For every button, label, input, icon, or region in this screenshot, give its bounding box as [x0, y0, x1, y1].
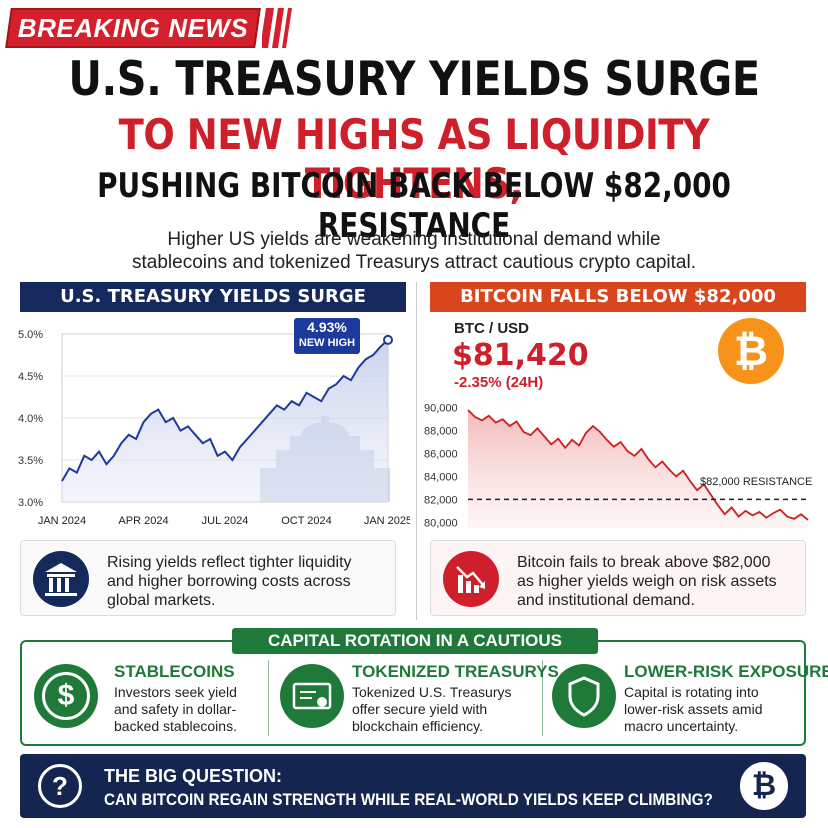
btc-change: -2.35% (24H): [454, 374, 544, 391]
tokenized-title: TOKENIZED TREASURYS: [352, 662, 559, 681]
lower-risk-text-3: macro uncertainty.: [624, 718, 739, 734]
x-tick-label: APR 2024: [118, 515, 168, 527]
callout-label: NEW HIGH: [298, 337, 356, 349]
x-tick-label: JAN 2025: [364, 515, 410, 527]
bitcoin-panel-title: BITCOIN FALLS BELOW $82,000: [430, 282, 806, 312]
bitcoin-info-line-3: and institutional demand.: [517, 592, 695, 609]
new-high-callout: 4.93% NEW HIGH: [294, 318, 360, 354]
subtitle-line-2: stablecoins and tokenized Treasurys attr…: [132, 252, 696, 273]
yield-high-point: [383, 334, 393, 345]
pair-label: BTC / USD: [454, 320, 529, 337]
badge-stripes: [262, 8, 292, 48]
breaking-news-badge: BREAKING NEWS: [5, 8, 261, 48]
y-tick-label: 5.0%: [18, 329, 43, 341]
rotation-separator: [268, 660, 269, 736]
big-question-banner: ? THE BIG QUESTION: CAN BITCOIN REGAIN S…: [20, 754, 806, 818]
tokenized-text-1: Tokenized U.S. Treasurys: [352, 684, 512, 700]
subtitle-line-1: Higher US yields are weakening instituti…: [167, 229, 661, 250]
yields-info-line-1: Rising yields reflect tighter liquidity: [107, 554, 352, 571]
btc-line: [467, 409, 809, 521]
y-tick-label: 3.5%: [18, 455, 43, 467]
btc-y-tick-label: 86,000: [424, 449, 458, 461]
headline-line-3: PUSHING BITCOIN BACK BELOW $82,000 RESIS…: [97, 166, 731, 246]
x-tick-label: OCT 2024: [281, 515, 332, 527]
stablecoins-icon-dollar-icon: $: [34, 664, 98, 728]
btc-chart: 90,000 88,000 86,000 84,000 82,000 80,000: [424, 403, 809, 529]
btc-y-tick-label: 84,000: [424, 471, 458, 483]
lower-risk-text-1: Capital is rotating into: [624, 684, 759, 700]
callout-value: 4.93%: [307, 319, 347, 335]
bitcoin-info-line-1: Bitcoin fails to break above $82,000: [517, 554, 771, 571]
rotation-separator: [542, 660, 543, 736]
chart-down-icon: [443, 551, 499, 607]
lower-risk-shield-icon: [552, 664, 616, 728]
bitcoin-info-line-2: as higher yields weigh on risk assets: [517, 573, 777, 590]
big-question-title: THE BIG QUESTION:: [104, 766, 283, 786]
btc-y-tick-label: 88,000: [424, 426, 458, 438]
lower-risk-title: LOWER-RISK EXPOSURE: [624, 662, 828, 681]
resistance-label: $82,000 RESISTANCE: [700, 476, 813, 488]
lower-risk-text-2: lower-risk assets amid: [624, 701, 763, 717]
yields-panel-title: U.S. TREASURY YIELDS SURGE: [20, 282, 406, 312]
headline-line-2: TO NEW HIGHS AS LIQUIDITY TIGHTENS,: [118, 110, 710, 208]
y-tick-label: 4.5%: [18, 371, 43, 383]
bank-icon: [33, 551, 89, 607]
yields-info-line-3: global markets.: [107, 592, 216, 609]
yield-area: [62, 339, 388, 502]
y-tick-label: 3.0%: [18, 497, 43, 509]
tokenized-text-3: blockchain efficiency.: [352, 718, 483, 734]
bitcoin-coin-icon: ₿: [740, 762, 788, 810]
capital-rotation-title: CAPITAL ROTATION IN A CAUTIOUS MARKET: [232, 628, 598, 676]
tokenized-text-2: offer secure yield with: [352, 701, 488, 717]
breaking-news-label: BREAKING NEWS: [17, 13, 249, 43]
x-tick-label: JUL 2024: [202, 515, 249, 527]
bitcoin-logo-icon: ₿: [718, 318, 784, 384]
stablecoins-text-3: backed stablecoins.: [114, 718, 237, 734]
question-icon: ?: [38, 764, 82, 808]
yield-line: [61, 339, 389, 482]
yields-info-line-2: and higher borrowing costs across: [107, 573, 351, 590]
stablecoins-text-1: Investors seek yield: [114, 684, 237, 700]
headline-line-1: U.S. TREASURY YIELDS SURGE: [68, 52, 760, 107]
x-tick-label: JAN 2024: [38, 515, 86, 527]
btc-y-tick-label: 80,000: [424, 517, 458, 529]
yields-info-box: Rising yields reflect tighter liquidity …: [20, 540, 396, 616]
big-question-text: CAN BITCOIN REGAIN STRENGTH WHILE REAL-W…: [104, 790, 713, 809]
yield-chart: 5.0% 4.5% 4.0% 3.5% 3.0% JAN 2024 APR 2024 JUL…: [18, 329, 410, 527]
btc-y-tick-label: 82,000: [424, 494, 458, 506]
bitcoin-info-box: Bitcoin fails to break above $82,000 as …: [430, 540, 806, 616]
btc-price: $81,420: [452, 338, 589, 373]
y-tick-label: 4.0%: [18, 413, 43, 425]
btc-y-tick-label: 90,000: [424, 403, 458, 415]
btc-area: [468, 410, 808, 528]
stablecoins-title: STABLECOINS: [114, 662, 235, 681]
tokenized-treasurys-certificate-icon: [280, 664, 344, 728]
panel-divider: [416, 282, 417, 620]
stablecoins-text-2: and safety in dollar-: [114, 701, 237, 717]
